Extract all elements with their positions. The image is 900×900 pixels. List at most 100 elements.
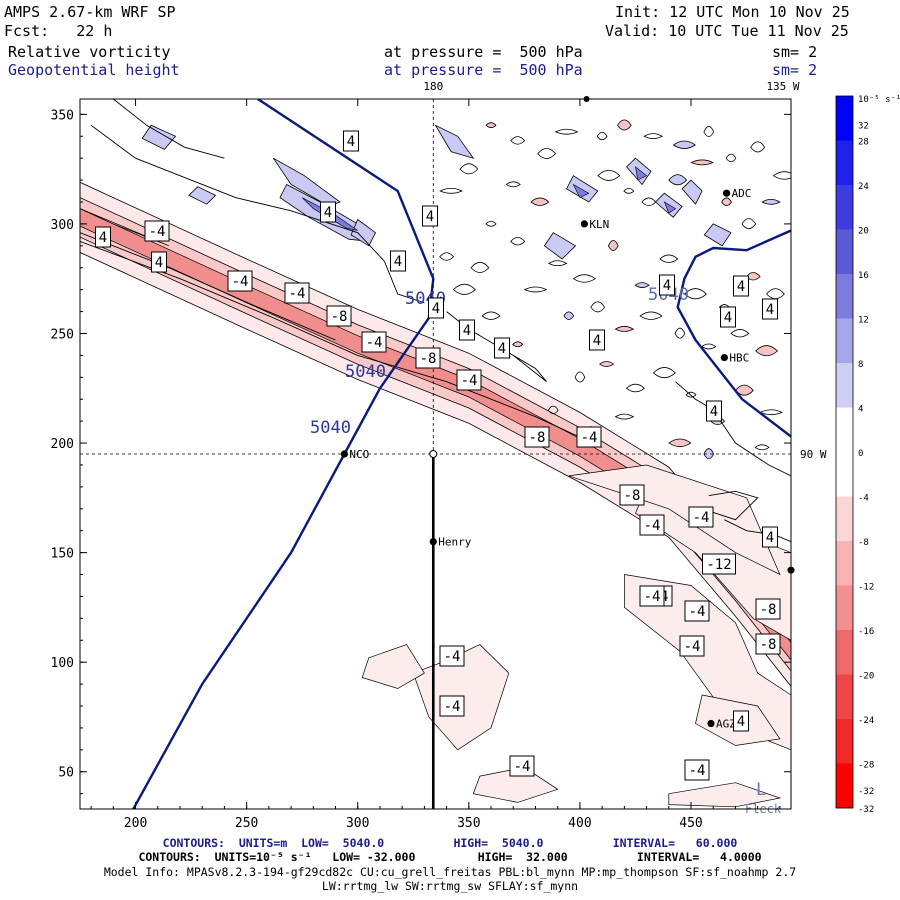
station-dot (707, 719, 715, 728)
vort-label-negative-box (639, 585, 665, 607)
vort-contour-line (80, 240, 603, 448)
vort-label-negative: -8 (420, 351, 437, 367)
vort-label-negative-box (326, 305, 352, 327)
vort-label-positive: 4 (766, 302, 774, 318)
colorbar-label: -32 (858, 805, 874, 815)
colorbar-label: -20 (858, 672, 874, 682)
vort-label-negative-box (755, 633, 781, 655)
vort-small-contour (741, 218, 757, 230)
vort-label-positive: 4 (432, 301, 440, 317)
colorbar-label: -16 (858, 627, 874, 637)
vort-small-contour (703, 126, 715, 138)
vort-label-negative-box (361, 331, 387, 353)
vort-small-contour (725, 153, 737, 163)
vort-small-contour (761, 198, 781, 205)
vort-negative-area (668, 782, 782, 808)
height-contour-info: CONTOURS: UNITS=m LOW= 5040.0 HIGH= 5040… (162, 836, 738, 850)
vort-positive-area (566, 175, 599, 203)
vort-label-positive: 4 (498, 341, 506, 357)
height-label-5040: 5040 (310, 418, 351, 438)
vort-negative-area (361, 644, 425, 689)
vort-small-contour (730, 329, 750, 338)
station-dot (340, 450, 349, 458)
lon-label-135w: 135 W (766, 80, 799, 93)
vort-label-negative: -4 (684, 639, 701, 655)
vort-positive-area (434, 124, 475, 159)
vort-small-contour (485, 122, 497, 128)
vort-label-negative-box (576, 426, 602, 448)
vort-small-contour (574, 371, 586, 383)
vort-label-negative-box (679, 635, 705, 657)
vort-small-contour (452, 283, 476, 295)
colorbar-swatch (836, 719, 853, 764)
vort-label-positive: 4 (155, 255, 163, 271)
vort-small-contour (683, 288, 707, 300)
vort-label-negative-box (284, 282, 310, 304)
vort-small-contour (672, 140, 696, 149)
vort-label-positive-box (659, 274, 675, 296)
colorbar-label: 24 (858, 182, 869, 192)
vort-label-negative-box (509, 755, 535, 777)
vort-label-negative: -12 (706, 557, 731, 573)
colorbar-label: 28 (858, 138, 869, 148)
vort-small-contour (668, 174, 688, 186)
vort-label-positive: 4 (724, 310, 732, 326)
vort-label-positive-box (320, 201, 336, 223)
y-tick-label: 150 (51, 547, 74, 562)
vort-label-positive: 4 (99, 230, 107, 246)
colorbar-swatch (836, 630, 853, 675)
vort-label-negative: -4 (514, 759, 531, 775)
vort-label-positive-box (494, 337, 510, 359)
vort-label-positive-box (589, 329, 605, 351)
colorbar-frame (835, 95, 854, 809)
vort-small-contour (659, 254, 679, 263)
station-dot (722, 189, 731, 197)
x-tick-label: 400 (568, 816, 591, 831)
vort-label-positive: 4 (737, 714, 745, 730)
vort-label-positive: 4 (324, 205, 332, 221)
colorbar-swatch (836, 541, 853, 586)
field1-name: Relative vorticity (8, 43, 171, 61)
vort-label-positive-box (390, 250, 406, 272)
vort-label-negative: -4 (366, 335, 383, 351)
colorbar-swatch (836, 229, 853, 275)
x-tick-label: 350 (457, 816, 480, 831)
vort-small-contour (547, 405, 559, 415)
vort-label-negative: -4 (149, 224, 166, 240)
x-tick-label: 450 (679, 816, 702, 831)
station-label-nco: NCO (349, 448, 369, 461)
vorticity-contour-info: CONTOURS: UNITS=10⁻⁵ s⁻¹ LOW= -32.000 HI… (138, 850, 762, 864)
vort-label-negative-box (702, 553, 736, 575)
vort-label-negative: -4 (644, 589, 661, 605)
vort-small-contour (721, 197, 732, 206)
vort-label-positive-box (733, 710, 749, 732)
field1-level: at pressure = 500 hPa (384, 43, 583, 61)
colorbar-swatch (836, 674, 853, 720)
vort-contour-line (724, 519, 791, 543)
vort-small-contour (554, 128, 579, 135)
vort-small-contour (625, 383, 645, 393)
vort-small-contour (537, 147, 557, 159)
vort-small-contour (643, 133, 663, 139)
vort-contour-line (90, 124, 425, 304)
vort-positive-area (543, 232, 577, 260)
field2-smoothing: sm= 2 (772, 61, 818, 79)
colorbar-swatch (836, 452, 853, 497)
vort-small-contour (623, 188, 635, 194)
vort-label-negative: -8 (760, 637, 777, 653)
vort-small-contour (754, 444, 770, 451)
colorbar-swatch (836, 318, 853, 364)
vort-label-negative-box (144, 220, 170, 242)
station-dot (580, 220, 588, 228)
vort-small-contour (596, 131, 608, 141)
vort-small-contour (616, 119, 632, 131)
vort-positive-area (703, 223, 732, 247)
vort-label-negative-box (439, 695, 465, 717)
vort-label-positive: 4 (347, 134, 355, 150)
field1-smoothing: sm= 2 (772, 43, 818, 61)
vort-small-contour (734, 384, 754, 396)
colorbar-label: -32 (858, 787, 874, 797)
colorbar-swatch (836, 274, 853, 319)
colorbar-unit: 10⁻⁵ s⁻¹ (858, 95, 900, 105)
